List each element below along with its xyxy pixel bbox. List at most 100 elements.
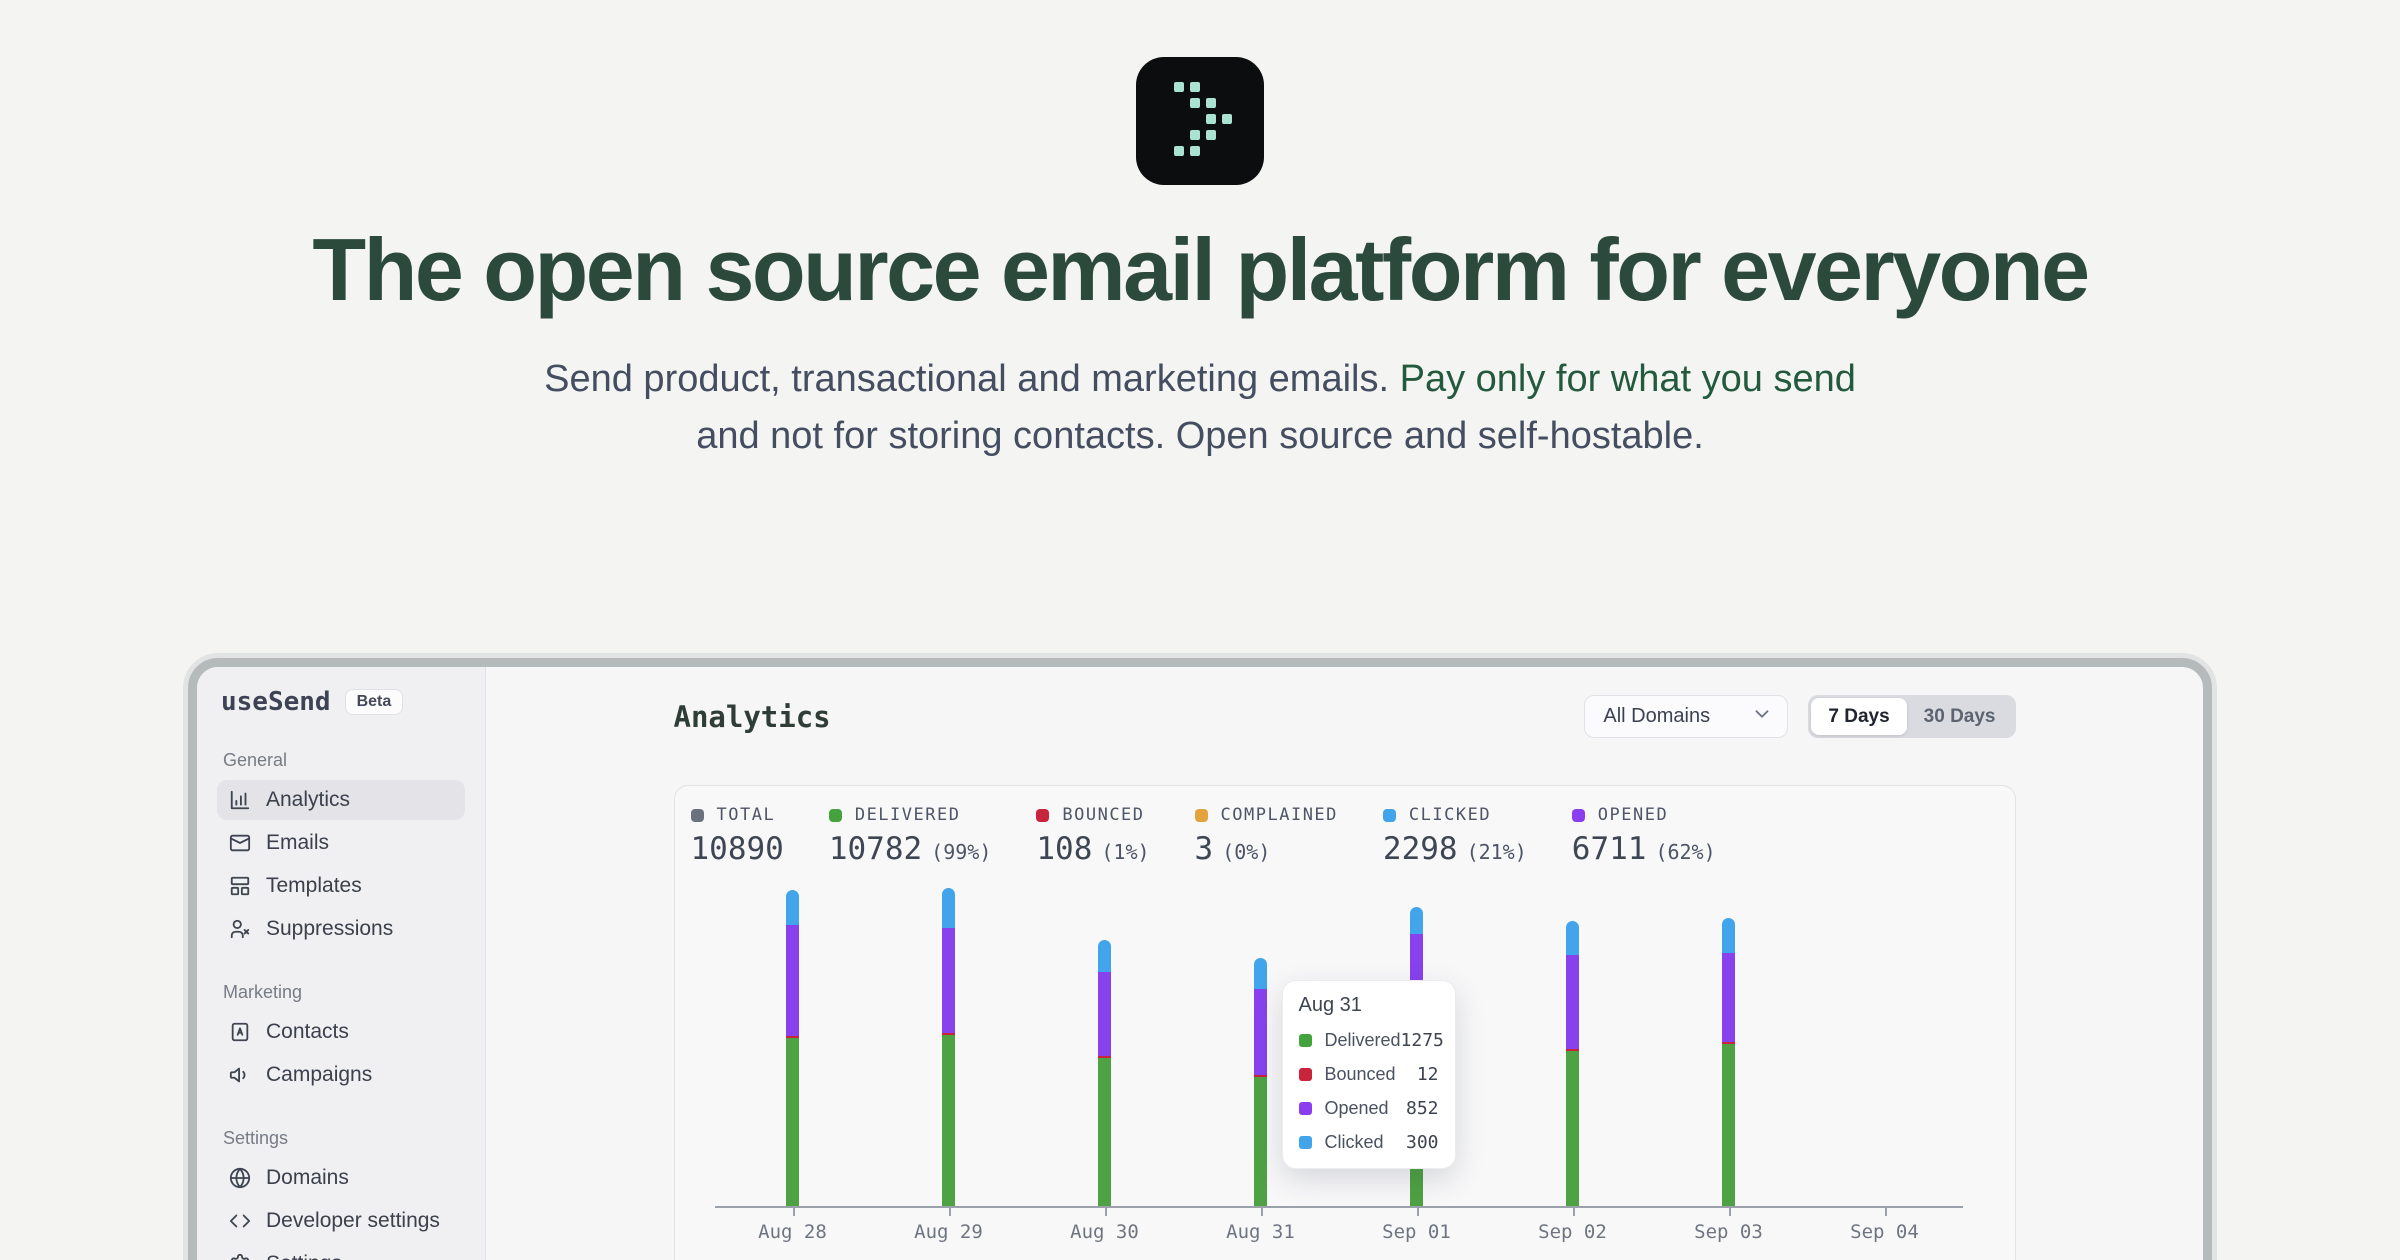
brand-row: useSend Beta [217, 687, 465, 717]
bar-sep-02[interactable] [1566, 921, 1579, 1206]
volume-icon [229, 1064, 251, 1086]
stat-percent: (21%) [1466, 840, 1527, 864]
bar-segment-bounced [1722, 1042, 1735, 1045]
bar-segment-bounced [1254, 1075, 1267, 1078]
sidebar-item-label: Analytics [266, 788, 351, 811]
bar-segment-bounced [942, 1033, 955, 1036]
main-area: Analytics All Domains 7 Days 30 Days TOTA… [486, 667, 2203, 1260]
bar-segment-clicked [786, 890, 799, 926]
beta-badge: Beta [344, 689, 404, 715]
globe-icon [229, 1167, 251, 1189]
gear-icon [229, 1253, 251, 1260]
tooltip-date: Aug 31 [1298, 994, 1362, 1016]
chart-tooltip: Aug 31 Delivered 1275 Bounced 12 Opened 852 Cl… [1281, 980, 1456, 1169]
sidebar-item-analytics[interactable]: Analytics [217, 780, 465, 820]
logo-pixel [1206, 114, 1216, 124]
bar-segment-clicked [1098, 939, 1111, 972]
bar-segment-delivered [1098, 1057, 1111, 1206]
bar-aug-31[interactable] [1254, 958, 1267, 1206]
logo-pixel [1222, 114, 1232, 124]
bar-segment-delivered [1722, 1044, 1735, 1206]
nav-section-label: General [223, 750, 288, 770]
range-option-7-days[interactable]: 7 Days [1811, 698, 1907, 735]
tooltip-series-label: Opened [1324, 1098, 1389, 1118]
domain-filter-value: All Domains [1603, 705, 1711, 727]
bar-segment-clicked [1254, 958, 1267, 989]
stat-value: 3 [1194, 831, 1214, 867]
stat-opened: OPENED 6711 (62%) [1571, 805, 1716, 867]
date-range-toggle: 7 Days 30 Days [1808, 695, 2016, 738]
bar-sep-03[interactable] [1722, 918, 1735, 1206]
x-axis-label: Sep 03 [1694, 1221, 1763, 1243]
tooltip-row-delivered: Delivered 1275 [1298, 1030, 1444, 1051]
bar-segment-delivered [942, 1035, 955, 1206]
bar-aug-28[interactable] [786, 890, 799, 1206]
stat-value: 10890 [690, 831, 784, 867]
x-axis-line [714, 1206, 1963, 1208]
tooltip-color-square [1298, 1034, 1312, 1047]
stat-bounced: BOUNCED 108 (1%) [1036, 805, 1150, 867]
logo-pixel [1190, 98, 1200, 108]
hero-subtitle-highlight: Pay only for what you send [1399, 357, 1856, 400]
bar-segment-bounced [1098, 1055, 1111, 1058]
hero-subtitle-part1: Send product, transactional and marketin… [544, 357, 1400, 400]
x-axis-tick [1884, 1208, 1887, 1216]
tooltip-series-label: Clicked [1324, 1132, 1384, 1152]
tooltip-series-label: Delivered [1324, 1030, 1401, 1050]
x-axis-tick [948, 1208, 951, 1216]
bar-segment-opened [1098, 971, 1111, 1056]
domain-filter-select[interactable]: All Domains [1584, 695, 1789, 738]
stat-label: BOUNCED [1036, 805, 1149, 825]
chart-column-icon [229, 789, 251, 811]
sidebar-item-templates[interactable]: Templates [217, 866, 465, 906]
usesend-logo-icon [1136, 57, 1264, 185]
bar-segment-opened [1254, 988, 1267, 1076]
nav-section-label: Settings [223, 1128, 289, 1148]
tooltip-row-opened: Opened 852 [1298, 1098, 1439, 1119]
sidebar-item-suppressions[interactable]: Suppressions [217, 909, 465, 949]
stat-value: 10782 [828, 831, 923, 867]
x-axis-label: Sep 01 [1382, 1221, 1451, 1243]
stat-delivered: DELIVERED 10782 (99%) [828, 805, 991, 867]
stat-total: TOTAL 10890 [690, 805, 784, 867]
bar-segment-clicked [1722, 918, 1735, 953]
stat-color-dot [1382, 808, 1396, 822]
stat-complained: COMPLAINED 3 (0%) [1194, 805, 1338, 867]
bar-segment-opened [1722, 952, 1735, 1043]
x-axis-tick [792, 1208, 795, 1216]
x-axis-label: Sep 02 [1538, 1221, 1607, 1243]
sidebar-item-domains[interactable]: Domains [217, 1158, 465, 1198]
bar-segment-delivered [1254, 1077, 1267, 1206]
header-controls: All Domains 7 Days 30 Days [1584, 695, 2016, 738]
bar-segment-opened [942, 927, 955, 1034]
brand-logo: useSend [221, 687, 331, 717]
sidebar-item-contacts[interactable]: Contacts [217, 1012, 465, 1052]
stat-clicked: CLICKED 2298 (21%) [1382, 805, 1527, 867]
sidebar-item-label: Templates [266, 874, 362, 897]
sidebar-item-settings[interactable]: Settings [217, 1244, 465, 1260]
user-x-icon [229, 918, 251, 940]
analytics-title: Analytics [673, 699, 831, 734]
tooltip-color-square [1298, 1102, 1312, 1115]
mail-icon [229, 832, 251, 854]
bar-aug-30[interactable] [1098, 939, 1111, 1206]
sidebar-nav: General Analytics Emails Templates Suppressi… [217, 750, 465, 1260]
x-axis-tick [1416, 1208, 1419, 1216]
bar-aug-29[interactable] [942, 887, 955, 1206]
bar-segment-clicked [942, 887, 955, 928]
sidebar-item-label: Developer settings [266, 1209, 440, 1232]
sidebar-item-label: Emails [266, 831, 330, 854]
app-window: useSend Beta General Analytics Emails Templ… [188, 658, 2212, 1260]
stat-label: TOTAL [690, 805, 784, 825]
bar-segment-clicked [1410, 907, 1423, 935]
sidebar-item-label: Suppressions [266, 917, 394, 940]
sidebar-item-emails[interactable]: Emails [217, 823, 465, 863]
logo-pixel [1190, 82, 1200, 92]
sidebar-item-developer-settings[interactable]: Developer settings [217, 1201, 465, 1241]
logo-pixel [1206, 98, 1216, 108]
range-option-30-days[interactable]: 30 Days [1923, 705, 1996, 727]
x-axis-label: Aug 30 [1070, 1221, 1139, 1243]
stat-value: 2298 [1382, 831, 1458, 867]
sidebar-item-campaigns[interactable]: Campaigns [217, 1055, 465, 1095]
sidebar-item-label: Settings [266, 1252, 342, 1260]
